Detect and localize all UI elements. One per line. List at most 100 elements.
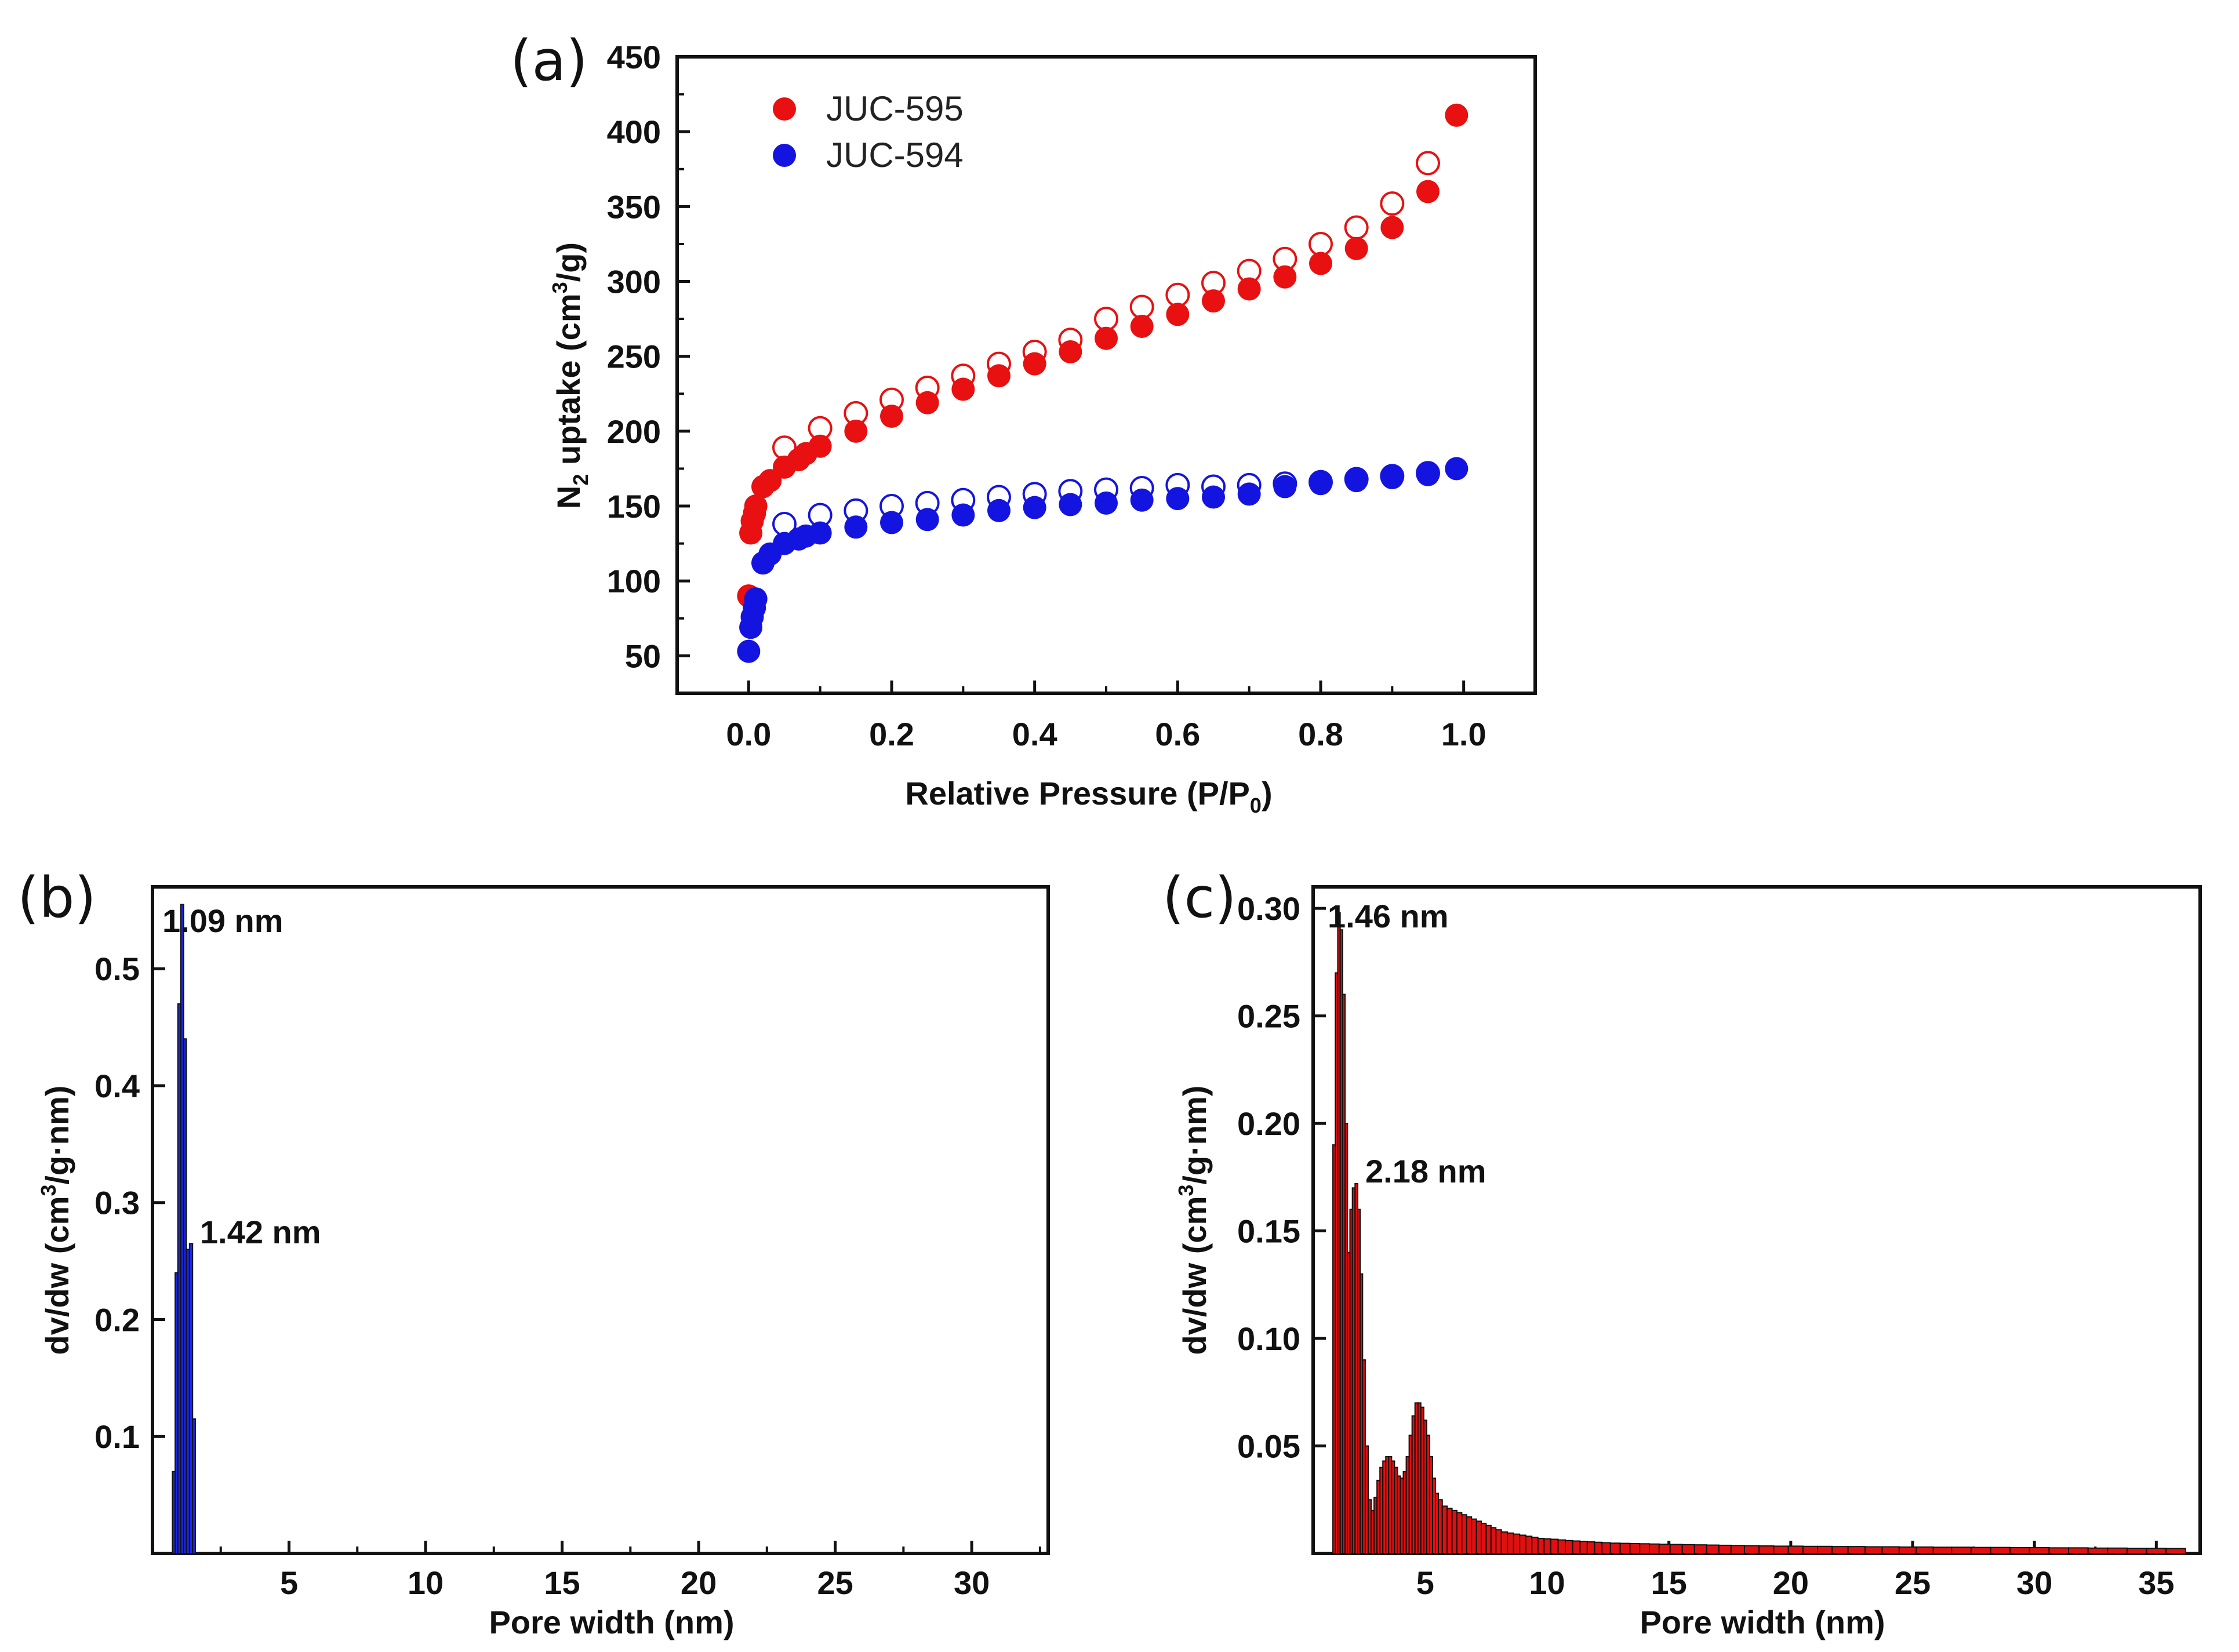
panel-a-plot-frame xyxy=(675,55,1537,695)
c-bar xyxy=(1831,1546,1849,1555)
c-bar xyxy=(1451,1509,1457,1554)
c-bar xyxy=(1513,1533,1521,1554)
a-xtick-label: 0.2 xyxy=(869,716,914,752)
c-ytick-label: 0.30 xyxy=(1237,890,1300,927)
c-bar xyxy=(2146,1548,2167,1554)
c-bar xyxy=(1531,1537,1539,1555)
c-bar xyxy=(1500,1531,1509,1555)
panel-b-y-ticks: 0.1 0.2 0.3 0.4 0.5 xyxy=(94,951,165,1455)
a-ytick-label: 250 xyxy=(607,339,661,375)
c-xtick-label: 30 xyxy=(2016,1564,2052,1601)
juc-594-adsorption-point xyxy=(844,515,868,539)
c-bar xyxy=(1507,1532,1514,1554)
c-bar xyxy=(1475,1520,1482,1554)
b-ytick-label: 0.5 xyxy=(94,951,140,987)
c-bar xyxy=(2029,1547,2050,1555)
panel-a: (a) 50 100 150 200 250 300 350 400 450 0.0 0.2 0.4… xyxy=(510,28,1537,817)
a-ytick-label: 100 xyxy=(607,563,661,599)
juc-594-adsorption-point xyxy=(951,503,975,527)
c-bar xyxy=(1601,1542,1611,1555)
legend-label-juc-595: JUC-595 xyxy=(826,89,964,128)
c-xtick-label: 25 xyxy=(1895,1564,1931,1601)
c-bar xyxy=(1787,1545,1804,1555)
juc-595-desorption-point xyxy=(1344,215,1369,240)
c-bar xyxy=(2068,1547,2089,1554)
c-bar xyxy=(1471,1518,1477,1555)
panel-b-y-axis-title: dv/dw (cm3/g·nm) xyxy=(37,1086,75,1355)
juc-594-adsorption-point xyxy=(880,511,903,534)
c-bar xyxy=(1773,1545,1789,1555)
c-bar xyxy=(1490,1527,1497,1555)
b-ytick-label: 0.2 xyxy=(94,1301,140,1338)
panel-b-plot-frame xyxy=(151,885,1050,1555)
juc-595-adsorption-point xyxy=(880,405,903,428)
a-ytick-label: 350 xyxy=(607,188,661,225)
panel-c-label: (c) xyxy=(1162,865,1237,930)
c-xtick-label: 5 xyxy=(1416,1564,1434,1601)
juc-594-adsorption-point xyxy=(1309,472,1332,496)
panel-c-bars xyxy=(1332,912,2186,1555)
c-bar xyxy=(1550,1538,1559,1554)
juc-595-desorption-point xyxy=(1094,307,1118,332)
juc-594-adsorption-point xyxy=(987,498,1011,522)
juc-595-adsorption-point xyxy=(1416,180,1440,203)
juc-594-adsorption-point xyxy=(1059,493,1082,516)
juc-595-adsorption-point xyxy=(1166,303,1190,326)
juc-595-adsorption-point xyxy=(844,419,868,443)
juc-594-adsorption-point xyxy=(1023,496,1046,519)
c-bar xyxy=(1743,1545,1760,1555)
c-bar xyxy=(1609,1542,1621,1555)
juc-595-adsorption-point xyxy=(1309,252,1332,275)
c-bar xyxy=(1485,1524,1492,1554)
juc-595-adsorption-point xyxy=(1059,340,1082,363)
c-bar xyxy=(1594,1541,1603,1555)
panel-a-x-ticks: 0.0 0.2 0.4 0.6 0.8 1.0 xyxy=(676,681,1536,752)
b-ytick-label: 0.1 xyxy=(94,1418,140,1455)
c-bar xyxy=(1881,1546,1900,1554)
c-bar xyxy=(1915,1546,1934,1554)
c-xtick-label: 20 xyxy=(1773,1564,1809,1601)
c-bar xyxy=(1619,1542,1631,1554)
juc-595-adsorption-point xyxy=(915,391,939,414)
juc-594-adsorption-point xyxy=(808,521,832,545)
juc-595-adsorption-point xyxy=(1095,326,1118,350)
c-bar xyxy=(1649,1543,1660,1555)
juc-594-adsorption-point xyxy=(1344,469,1368,493)
panel-a-y-axis-title: N2 uptake (cm3/g) xyxy=(548,242,593,509)
c-bar xyxy=(1990,1547,2011,1554)
a-xtick-label: 1.0 xyxy=(1441,716,1486,752)
c-ytick-label: 0.10 xyxy=(1237,1320,1300,1357)
c-bar xyxy=(1586,1541,1595,1555)
a-ytick-label: 400 xyxy=(607,114,661,150)
b-xtick-label: 5 xyxy=(280,1564,298,1601)
b-xtick-label: 30 xyxy=(954,1564,990,1601)
b-xtick-label: 25 xyxy=(817,1564,853,1601)
panel-a-y-ticks: 50 100 150 200 250 300 350 400 450 xyxy=(607,39,690,674)
panel-b-x-ticks: 5 10 15 20 25 30 xyxy=(219,1541,1041,1601)
c-bar xyxy=(1658,1544,1671,1554)
juc-594-adsorption-point xyxy=(1416,463,1440,486)
juc-595-desorption-point xyxy=(1165,282,1190,307)
panel-b-peak-label-1: 1.09 nm xyxy=(162,903,283,939)
b-ytick-label: 0.4 xyxy=(94,1068,140,1104)
juc-595-adsorption-point xyxy=(1023,352,1046,376)
a-xtick-label: 0.6 xyxy=(1155,716,1200,752)
panel-c-plot-frame xyxy=(1311,885,2202,1555)
c-bar xyxy=(1802,1545,1819,1554)
a-xtick-label: 0.4 xyxy=(1012,716,1057,752)
c-bar xyxy=(1525,1535,1533,1554)
juc-595-adsorption-point xyxy=(1380,216,1404,239)
c-bar xyxy=(2107,1547,2128,1555)
c-bar xyxy=(1706,1544,1720,1554)
juc-595-desorption-point xyxy=(1380,191,1405,216)
c-bar xyxy=(1951,1547,1972,1555)
c-bar xyxy=(1758,1545,1775,1554)
juc-595-desorption-point xyxy=(1308,231,1333,256)
panel-a-legend: JUC-595 JUC-594 xyxy=(773,89,964,174)
c-bar xyxy=(2048,1547,2070,1554)
juc-594-adsorption-point xyxy=(737,639,761,663)
c-bar xyxy=(1461,1514,1467,1555)
juc-595-adsorption-point xyxy=(1344,236,1368,260)
panel-a-label: (a) xyxy=(510,28,588,93)
juc-595-adsorption-point xyxy=(987,364,1011,388)
